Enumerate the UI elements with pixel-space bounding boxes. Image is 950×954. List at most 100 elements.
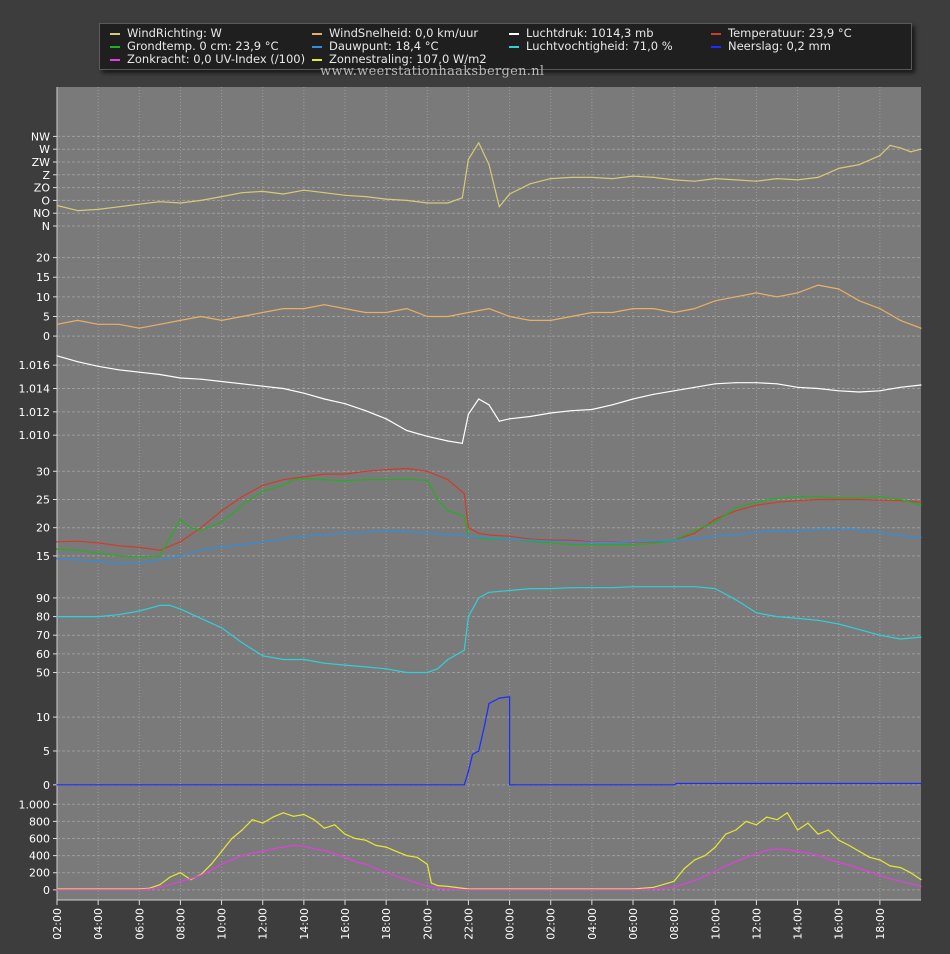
temperatuur-data-point — [509, 538, 511, 540]
windrichting-data-point — [694, 180, 696, 182]
zonnestraling-data-point — [323, 827, 325, 829]
zonnestraling-data-point — [807, 852, 809, 854]
windsnelheid-data-point — [179, 319, 181, 321]
luchtdruk-data-point — [838, 390, 840, 392]
temperatuur-data-point — [323, 473, 325, 475]
zonnestraling-data-point — [375, 867, 377, 870]
watermark: www.weerstationhaaksbergen.nl — [320, 64, 545, 79]
windsnelheid-data-point — [550, 319, 552, 321]
zonnestraling-data-point — [426, 863, 428, 865]
temperatuur-data-point — [529, 538, 531, 540]
windrichting-y-tick-label: NO — [33, 207, 50, 220]
luchtdruk-data-point — [200, 378, 202, 380]
temperatuur-data-point — [488, 537, 490, 539]
temperatuur-data-point — [437, 498, 439, 501]
temperatuur-data-point — [447, 510, 449, 512]
neerslag-data-point — [498, 697, 500, 699]
zonnestraling-data-point — [653, 886, 655, 888]
windsnelheid-data-point — [138, 327, 140, 329]
windsnelheid-data-point — [509, 315, 511, 318]
x-tick-label: 16:00 — [339, 908, 352, 940]
temperatuur-data-point — [776, 530, 778, 532]
temperatuur-data-point — [179, 555, 181, 557]
luchtvochtigheid-data-point — [529, 588, 531, 590]
zonnestraling-data-point — [899, 867, 902, 869]
luchtdruk-data-point — [97, 365, 99, 367]
legend-swatch — [312, 46, 322, 48]
temperatuur-data-point — [118, 555, 120, 557]
zonnestraling-data-point — [354, 837, 356, 840]
neerslag-y-tick-label: 5 — [43, 745, 50, 758]
temperatuur-data-point — [653, 542, 655, 545]
temperatuur-data-point — [611, 544, 614, 546]
x-tick-label: 16:00 — [833, 908, 846, 940]
zonnestraling-data-point — [694, 859, 696, 861]
zonnestraling-y-tick-label: 1.000 — [19, 798, 51, 811]
windsnelheid-data-point — [776, 296, 778, 298]
windsnelheid-data-point — [797, 292, 799, 294]
luchtdruk-data-point — [920, 384, 922, 386]
temperatuur-data-point — [282, 538, 284, 540]
temperatuur-data-point — [838, 498, 840, 501]
zonnestraling-data-point — [797, 829, 799, 831]
temperatuur-data-point — [241, 496, 243, 498]
luchtvochtigheid-data-point — [879, 634, 881, 636]
windsnelheid-data-point — [344, 308, 346, 310]
windrichting-y-tick-label: N — [42, 220, 50, 233]
windrichting-data-point — [570, 176, 572, 178]
luchtdruk-data-point — [282, 387, 284, 390]
luchtdruk-data-point — [118, 369, 120, 371]
temperatuur-data-point — [190, 527, 192, 529]
zonnestraling-data-point — [354, 861, 356, 863]
windrichting-data-point — [920, 148, 922, 150]
luchtvochtigheid-data-point — [138, 610, 140, 612]
windsnelheid-data-point — [262, 311, 264, 314]
zonnestraling-data-point — [437, 887, 439, 889]
zonnestraling-data-point — [509, 889, 511, 891]
temperatuur-data-point — [858, 497, 860, 499]
temperatuur-data-point — [755, 501, 758, 503]
windrichting-data-point — [200, 199, 202, 201]
temperatuur-data-point — [77, 540, 79, 542]
temperatuur-data-point — [673, 539, 675, 541]
x-tick-label: 08:00 — [668, 908, 681, 940]
zonnestraling-data-point — [282, 846, 284, 848]
temperatuur-data-point — [797, 496, 799, 498]
luchtvochtigheid-data-point — [478, 597, 480, 599]
luchtvochtigheid-data-point — [323, 662, 325, 664]
temperatuur-data-point — [879, 496, 881, 498]
temperatuur-data-point — [426, 479, 428, 481]
zonnestraling-data-point — [344, 856, 346, 858]
windsnelheid-data-point — [467, 311, 469, 314]
temperatuur-data-point — [776, 501, 778, 503]
luchtvochtigheid-data-point — [694, 586, 696, 588]
legend-label: Neerslag: 0,2 mm — [728, 39, 831, 53]
luchtvochtigheid-data-point — [282, 658, 284, 661]
luchtvochtigheid-data-point — [221, 627, 223, 629]
zonnestraling-data-point — [251, 819, 253, 821]
temperatuur-data-point — [179, 518, 181, 520]
zonnestraling-data-point — [406, 879, 408, 881]
x-tick-label: 06:00 — [133, 908, 146, 940]
windsnelheid-data-point — [323, 304, 325, 306]
zonnestraling-y-tick-label: 800 — [29, 815, 50, 828]
windsnelheid-data-point — [200, 315, 202, 318]
temperatuur-y-tick-label: 15 — [36, 550, 50, 563]
x-tick-label: 18:00 — [380, 908, 393, 940]
windrichting-data-point — [344, 194, 346, 196]
luchtvochtigheid-data-point — [550, 588, 552, 590]
temperatuur-data-point — [550, 540, 552, 542]
windsnelheid-y-tick-label: 5 — [43, 310, 50, 323]
temperatuur-data-point — [56, 558, 58, 560]
temperatuur-y-tick-label: 30 — [36, 465, 50, 478]
windsnelheid-data-point — [488, 308, 490, 310]
luchtvochtigheid-data-point — [426, 671, 428, 674]
zonnestraling-data-point — [241, 855, 243, 857]
temperatuur-data-point — [570, 541, 572, 543]
windrichting-data-point — [365, 196, 367, 198]
temperatuur-data-point — [385, 529, 387, 532]
windsnelheid-data-point — [694, 308, 696, 310]
luchtdruk-data-point — [262, 385, 264, 387]
legend-label: Luchtvochtigheid: 71,0 % — [526, 39, 673, 53]
temperatuur-data-point — [344, 473, 346, 475]
